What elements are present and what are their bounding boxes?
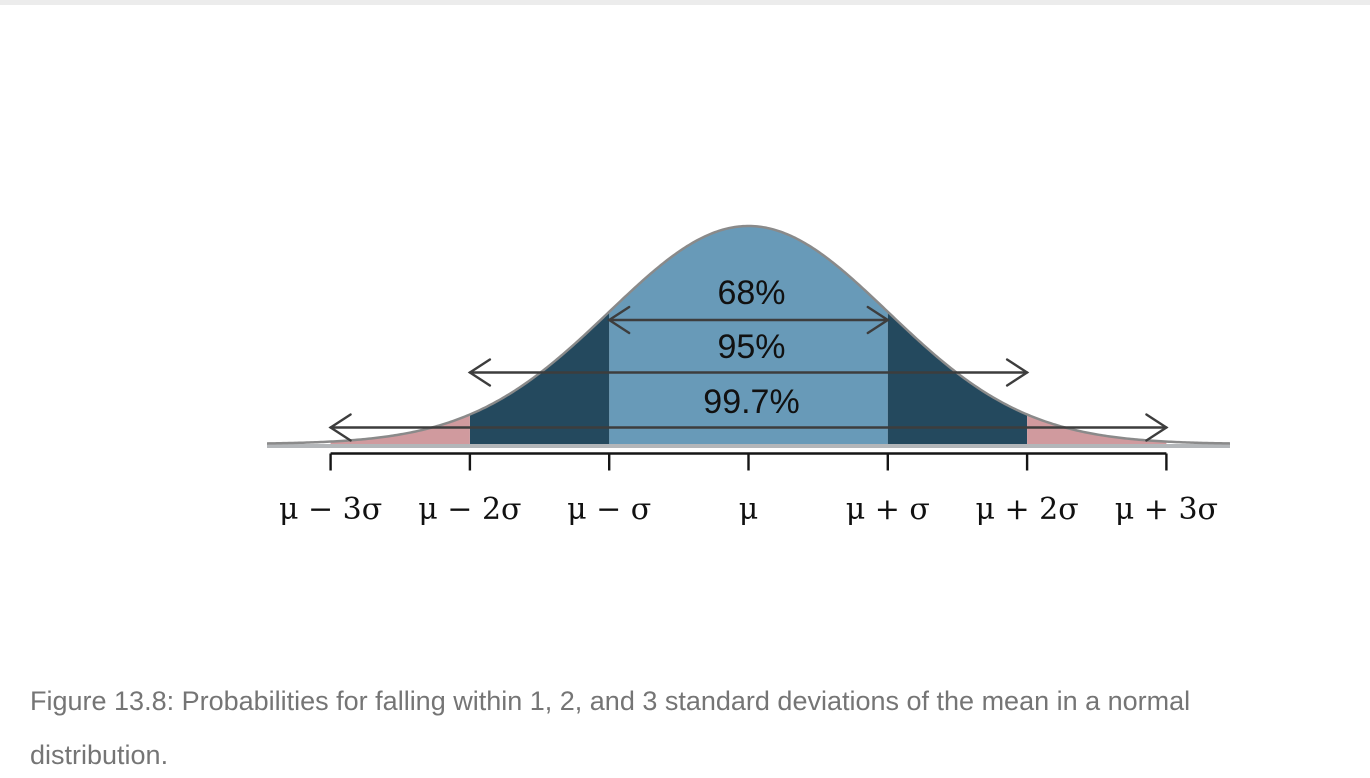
x-tick-label: μ − 3σ (279, 492, 382, 527)
interval-arrow-95% (467, 358, 1030, 387)
arrowhead-left-icon (467, 358, 492, 387)
arrowhead-left-icon (328, 413, 352, 442)
percent-label: 95% (717, 328, 785, 366)
region-within-1-sd (609, 226, 888, 444)
top-divider-bar (0, 0, 1370, 5)
x-tick-label: μ − σ (567, 492, 651, 527)
percent-label: 99.7% (703, 383, 799, 421)
arrowhead-right-icon (1145, 413, 1169, 442)
region-2-to-3-sd-right (1027, 414, 1167, 444)
arrowhead-right-icon (866, 305, 891, 335)
x-tick-label: μ + σ (846, 492, 930, 527)
figure-caption-line-1: Figure 13.8: Probabilities for falling w… (30, 686, 1191, 716)
x-tick-label: μ + 3σ (1115, 492, 1218, 527)
figure-caption-line-2: distribution. (30, 740, 169, 770)
x-tick-label: μ (739, 492, 759, 527)
interval-arrow-99.7% (328, 413, 1169, 442)
figure-caption: Figure 13.8: Probabilities for falling w… (30, 674, 1360, 778)
normal-distribution-figure: μ − 3σ μ − 2σ μ − σ μ μ + σ μ + 2σ μ + 3σ 68% 95… (266, 224, 1231, 527)
arrowhead-left-icon (606, 305, 631, 335)
arrowhead-right-icon (1005, 358, 1030, 387)
interval-arrow-68% (606, 305, 891, 335)
x-tick-label: μ + 2σ (975, 492, 1078, 527)
percent-label: 68% (717, 274, 785, 312)
region-2-to-3-sd-left (330, 414, 470, 444)
x-tick-label: μ − 2σ (418, 492, 521, 527)
